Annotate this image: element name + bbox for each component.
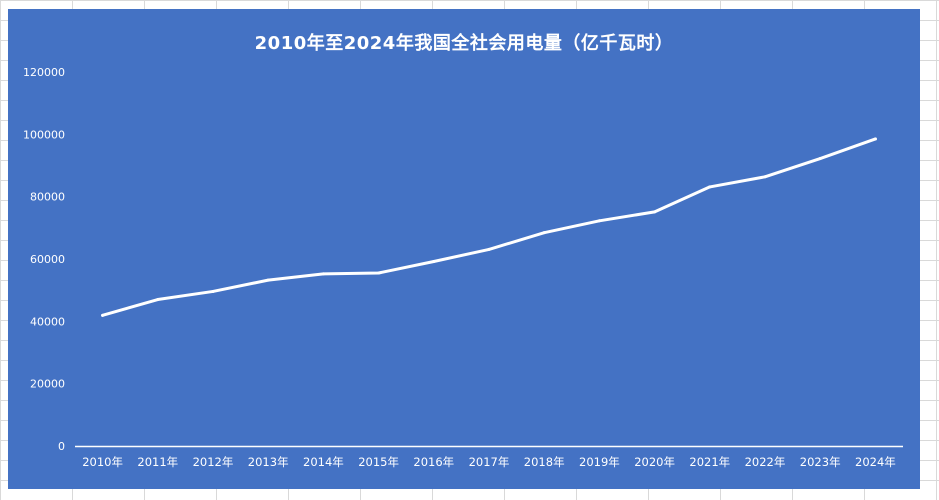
data-point (266, 278, 270, 282)
line-chart: 0 20000 40000 60000 80000 100000 120000 2010年 20… (23, 66, 903, 469)
data-point (101, 313, 105, 317)
y-tick-label: 40000 (30, 315, 65, 328)
data-point (873, 137, 877, 141)
y-tick-label: 20000 (30, 378, 65, 391)
x-tick-label: 2015年 (358, 455, 399, 469)
y-tick-label: 120000 (23, 66, 65, 79)
x-tick-label: 2020年 (634, 455, 675, 469)
data-point (377, 271, 381, 275)
data-point (432, 259, 436, 263)
chart-title: 2010年至2024年我国全社会用电量（亿千瓦时） (254, 33, 674, 54)
data-point (818, 157, 822, 161)
x-tick-label: 2023年 (800, 455, 841, 469)
data-point (708, 185, 712, 189)
x-tick-label: 2017年 (469, 455, 510, 469)
data-point (211, 289, 215, 293)
data-point (156, 298, 160, 302)
data-point (542, 231, 546, 235)
data-point (597, 219, 601, 223)
chart-area[interactable]: 2010年至2024年我国全社会用电量（亿千瓦时） 0 20000 40000 600… (8, 9, 920, 489)
data-point (487, 247, 491, 251)
x-tick-label: 2011年 (137, 455, 178, 469)
x-tick-label: 2019年 (579, 455, 620, 469)
y-tick-label: 0 (58, 440, 65, 453)
x-tick-label: 2012年 (193, 455, 234, 469)
y-tick-label: 80000 (30, 191, 65, 204)
x-tick-label: 2014年 (303, 455, 344, 469)
data-point (763, 175, 767, 179)
x-tick-label: 2022年 (745, 455, 786, 469)
x-tick-label: 2024年 (855, 455, 896, 469)
x-tick-label: 2010年 (82, 455, 123, 469)
x-tick-label: 2013年 (248, 455, 289, 469)
x-tick-label: 2021年 (689, 455, 730, 469)
y-tick-label: 60000 (30, 253, 65, 266)
x-tick-label: 2018年 (524, 455, 565, 469)
data-point (321, 272, 325, 276)
x-tick-label: 2016年 (413, 455, 454, 469)
y-tick-label: 100000 (23, 128, 65, 141)
data-point (653, 210, 657, 214)
